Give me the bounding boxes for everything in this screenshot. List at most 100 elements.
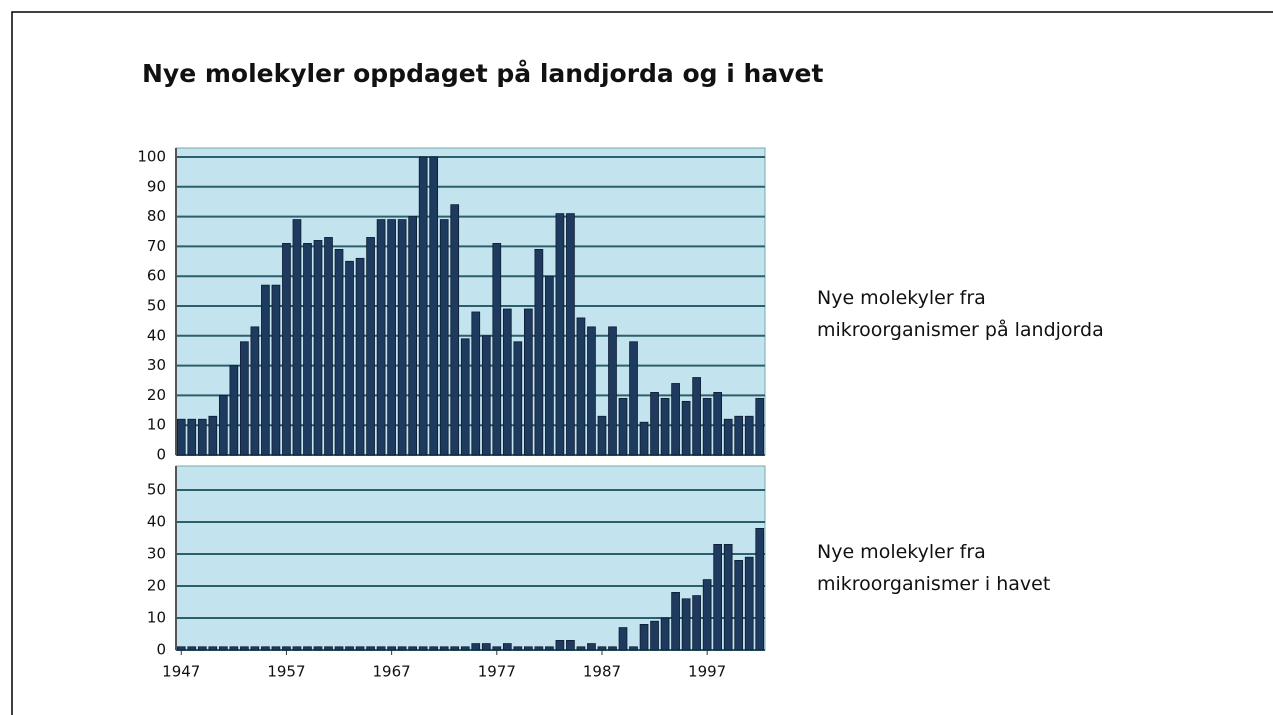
- bar: [376, 646, 386, 651]
- y-tick-label: 40: [147, 513, 166, 531]
- bar: [345, 646, 354, 651]
- bar: [450, 204, 460, 456]
- bar: [608, 646, 617, 651]
- bar: [566, 213, 575, 456]
- bar: [397, 646, 407, 651]
- bar: [650, 392, 659, 456]
- bar: [439, 219, 449, 456]
- bar: [650, 620, 659, 651]
- bar: [282, 646, 291, 651]
- bar: [303, 646, 312, 651]
- bar: [176, 646, 186, 651]
- bar: [471, 643, 481, 651]
- bar: [502, 308, 512, 456]
- bar: [702, 397, 712, 456]
- bar: [734, 415, 744, 456]
- x-tick-label: 1967: [373, 663, 411, 681]
- y-tick-label: 60: [147, 267, 166, 285]
- bar: [271, 646, 281, 651]
- bar: [608, 326, 617, 456]
- bar: [692, 595, 701, 651]
- bar: [692, 377, 701, 456]
- legend-label: Nye molekyler fra mikroorganismer i have…: [817, 541, 1051, 595]
- bar: [408, 216, 417, 456]
- bar: [481, 335, 491, 456]
- bar: [681, 400, 691, 456]
- bar: [240, 646, 249, 651]
- bar: [713, 392, 723, 456]
- bar: [618, 397, 628, 456]
- bar: [218, 646, 228, 651]
- bar: [576, 646, 586, 651]
- y-tick-label: 0: [156, 641, 166, 659]
- bar: [555, 640, 565, 651]
- x-tick-label: 1987: [583, 663, 621, 681]
- x-tick-label: 1997: [688, 663, 726, 681]
- bar: [744, 415, 754, 456]
- bar: [639, 624, 649, 651]
- bar: [460, 338, 470, 456]
- bar: [366, 237, 375, 456]
- bar: [429, 156, 439, 456]
- bar: [439, 646, 449, 651]
- y-tick-label: 50: [147, 481, 166, 499]
- bar: [566, 640, 575, 651]
- bar: [744, 556, 754, 651]
- bar: [324, 237, 333, 456]
- legend-label: Nye molekyler fra mikroorganismer på lan…: [817, 287, 1104, 341]
- bar: [324, 646, 333, 651]
- bar: [639, 421, 649, 456]
- bar: [534, 248, 544, 456]
- bar: [492, 243, 502, 456]
- bar: [229, 646, 239, 651]
- y-tick-label: 10: [147, 416, 166, 434]
- bar: [555, 213, 565, 456]
- bar: [355, 646, 365, 651]
- bar: [755, 528, 765, 651]
- y-tick-label: 20: [147, 577, 166, 595]
- bar: [397, 219, 407, 456]
- bar: [681, 598, 691, 651]
- bar: [313, 646, 323, 651]
- bar: [524, 646, 533, 651]
- bar: [229, 365, 239, 456]
- bar: [408, 646, 417, 651]
- bar: [513, 341, 523, 456]
- bar: [282, 243, 291, 456]
- bar: [576, 317, 586, 456]
- bar: [502, 643, 512, 651]
- bar: [313, 240, 323, 456]
- y-tick-label: 20: [147, 386, 166, 404]
- bar: [261, 284, 270, 456]
- frame: [11, 11, 1273, 715]
- bar: [334, 248, 344, 456]
- chart-title: Nye molekyler oppdaget på landjorda og i…: [142, 59, 823, 88]
- bar: [240, 341, 249, 456]
- bar: [660, 397, 670, 456]
- bar: [345, 260, 354, 456]
- bar: [387, 219, 396, 456]
- y-tick-label: 30: [147, 356, 166, 374]
- bar: [671, 592, 680, 651]
- bar: [755, 397, 765, 456]
- bar: [250, 646, 260, 651]
- bar: [587, 326, 596, 456]
- bar: [471, 311, 481, 456]
- bar: [587, 643, 596, 651]
- bar: [387, 646, 396, 651]
- bar: [218, 394, 228, 456]
- y-tick-label: 0: [156, 446, 166, 464]
- bar: [334, 646, 344, 651]
- bar: [481, 643, 491, 651]
- bar: [176, 418, 186, 456]
- x-tick-label: 1957: [267, 663, 305, 681]
- bar: [734, 560, 744, 651]
- bar: [208, 415, 218, 456]
- y-tick-label: 30: [147, 545, 166, 563]
- bar: [197, 646, 207, 651]
- bar: [429, 646, 439, 651]
- bar: [197, 418, 207, 456]
- y-tick-label: 40: [147, 326, 166, 344]
